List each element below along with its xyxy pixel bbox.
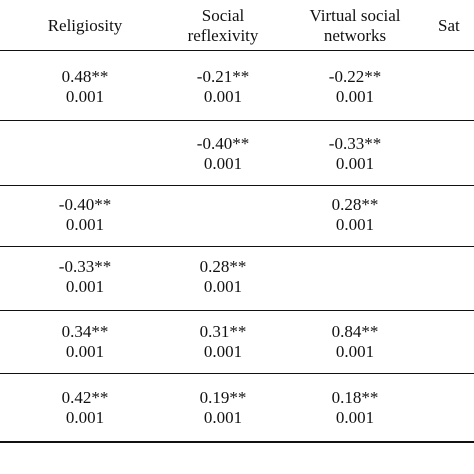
- table-cell: -0.21** 0.001: [196, 67, 250, 106]
- table-cell: -0.22** 0.001: [328, 67, 382, 106]
- table-header-rule: [0, 50, 474, 51]
- table-cell: -0.40** 0.001: [196, 134, 250, 173]
- table-cell: 0.48** 0.001: [61, 67, 109, 106]
- header-social-reflexivity: Social reflexivity: [187, 6, 259, 45]
- table-cell: -0.40** 0.001: [58, 195, 112, 234]
- row-divider: [0, 185, 474, 186]
- table-cell: 0.19** 0.001: [199, 388, 247, 427]
- header-religiosity: Religiosity: [47, 16, 123, 35]
- table-cell: 0.42** 0.001: [61, 388, 109, 427]
- row-divider: [0, 373, 474, 374]
- table-cell: -0.33** 0.001: [328, 134, 382, 173]
- table-cell: 0.34** 0.001: [61, 322, 109, 361]
- row-divider: [0, 310, 474, 311]
- table-cell: 0.28** 0.001: [331, 195, 379, 234]
- table-cell: 0.28** 0.001: [199, 257, 247, 296]
- row-divider: [0, 246, 474, 247]
- header-virtual-social-networks: Virtual social networks: [309, 6, 401, 45]
- table-bottom-rule: [0, 441, 474, 443]
- table-cell: -0.33** 0.001: [58, 257, 112, 296]
- row-divider: [0, 120, 474, 121]
- table-cell: 0.84** 0.001: [331, 322, 379, 361]
- header-satisfaction-truncated: Sat: [438, 16, 460, 35]
- table-cell: 0.18** 0.001: [331, 388, 379, 427]
- table-cell: 0.31** 0.001: [199, 322, 247, 361]
